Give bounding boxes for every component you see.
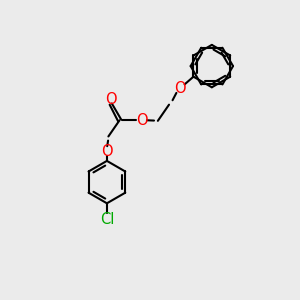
Text: O: O — [174, 81, 186, 96]
Text: O: O — [136, 113, 148, 128]
Text: O: O — [105, 92, 116, 106]
Text: O: O — [101, 144, 113, 159]
Text: Cl: Cl — [100, 212, 114, 227]
